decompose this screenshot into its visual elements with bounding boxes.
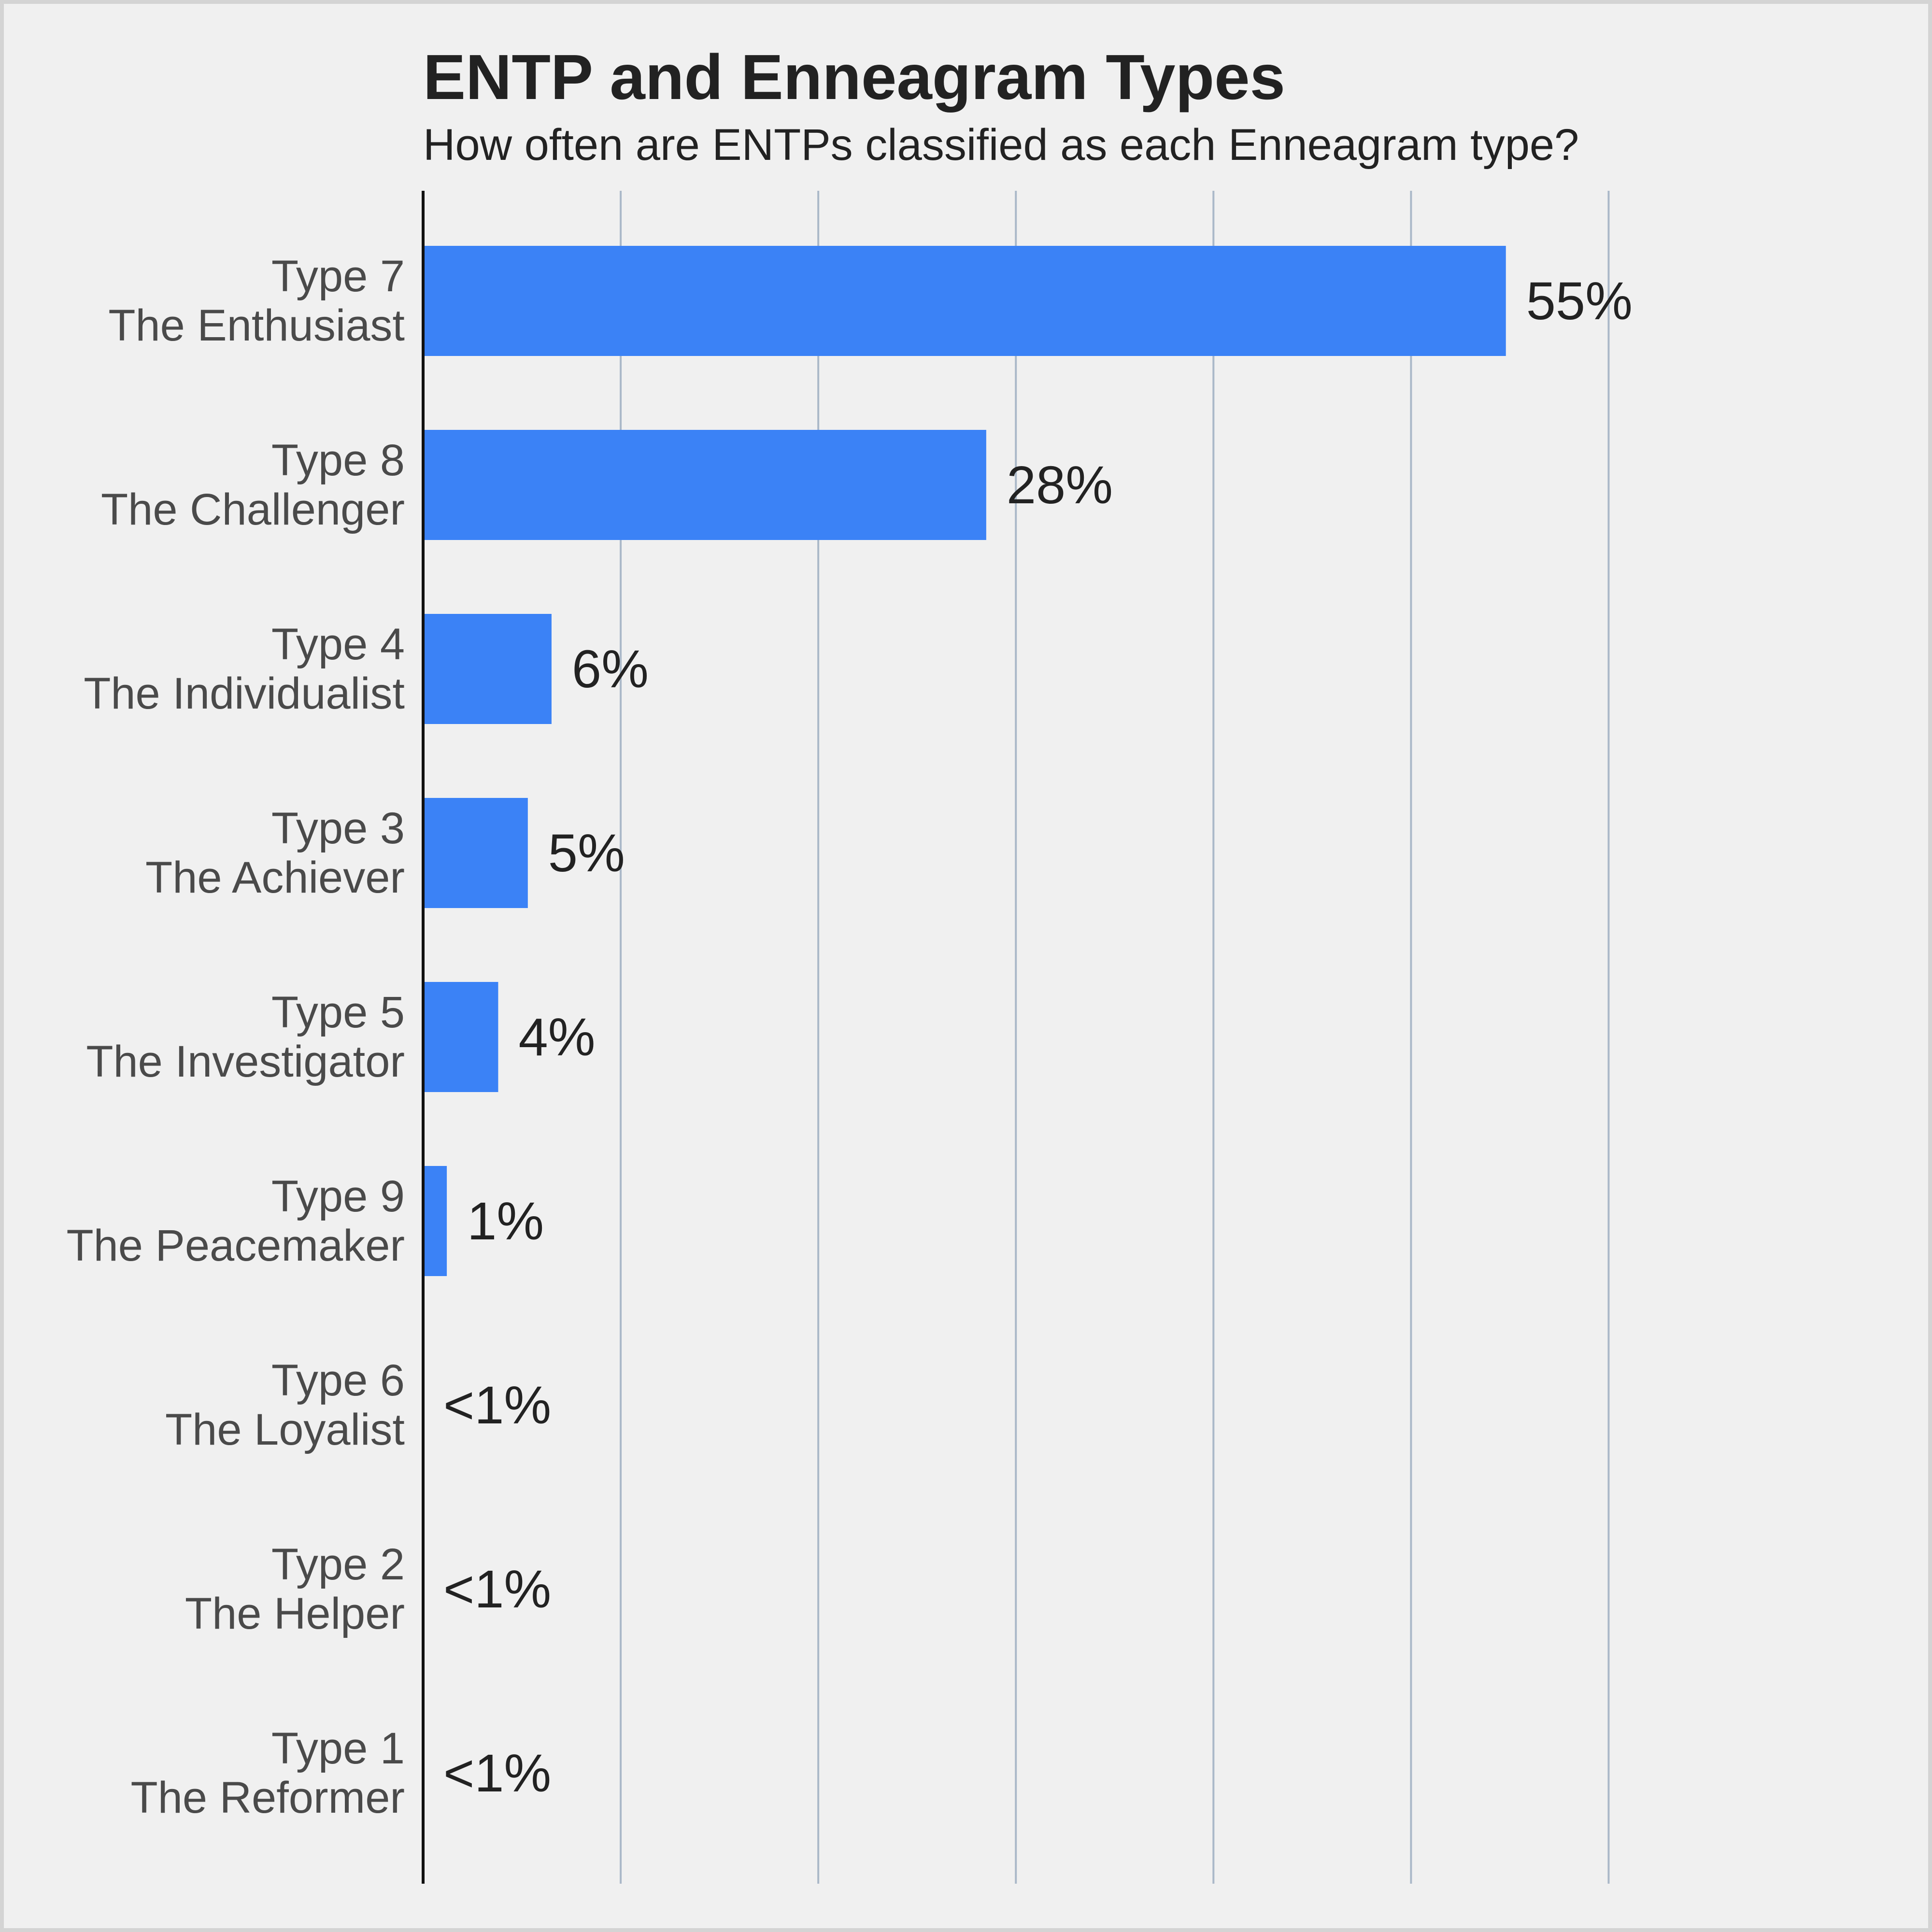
value-label-3: 5% — [548, 824, 625, 883]
value-labels: 55% 28% 6% 5% 4% 1% <1% <1% <1% — [443, 271, 1633, 1803]
bar-0 — [423, 246, 1506, 356]
value-label-0: 55% — [1526, 271, 1633, 331]
category-label-4: Type 5 The Investigator — [86, 988, 405, 1086]
bar-4 — [423, 982, 498, 1092]
category-type: Type 5 — [271, 988, 405, 1037]
category-label-3: Type 3 The Achiever — [145, 804, 405, 902]
category-label-6: Type 6 The Loyalist — [165, 1356, 405, 1454]
category-label-7: Type 2 The Helper — [185, 1540, 405, 1638]
category-name: The Challenger — [101, 485, 405, 534]
bar-1 — [423, 430, 986, 540]
category-name: The Enthusiast — [108, 301, 405, 350]
category-type: Type 3 — [271, 804, 405, 853]
value-label-6: <1% — [443, 1376, 551, 1435]
category-label-1: Type 8 The Challenger — [101, 436, 405, 534]
category-name: The Achiever — [145, 853, 405, 902]
category-name: The Loyalist — [165, 1405, 405, 1454]
value-label-2: 6% — [572, 639, 649, 699]
value-label-8: <1% — [443, 1744, 551, 1803]
bars — [423, 246, 1506, 1276]
category-type: Type 8 — [271, 436, 405, 485]
category-type: Type 4 — [271, 620, 405, 669]
bar-3 — [423, 798, 528, 908]
value-label-5: 1% — [467, 1192, 544, 1251]
category-type: Type 6 — [271, 1356, 405, 1405]
category-name: The Reformer — [131, 1773, 405, 1822]
category-type: Type 7 — [271, 252, 405, 301]
chart-title: ENTP and Enneagram Types — [423, 42, 1285, 113]
category-label-8: Type 1 The Reformer — [131, 1724, 405, 1822]
bar-5 — [423, 1166, 447, 1276]
category-name: The Individualist — [84, 669, 405, 718]
category-type: Type 9 — [271, 1172, 405, 1221]
gridlines — [620, 191, 1610, 1884]
value-label-7: <1% — [443, 1560, 551, 1619]
category-name: The Investigator — [86, 1037, 405, 1086]
category-label-0: Type 7 The Enthusiast — [108, 252, 405, 350]
category-type: Type 1 — [271, 1724, 405, 1773]
chart-subtitle: How often are ENTPs classified as each E… — [423, 120, 1579, 170]
category-name: The Helper — [185, 1589, 405, 1638]
value-label-1: 28% — [1007, 455, 1113, 515]
category-type: Type 2 — [271, 1540, 405, 1589]
category-label-5: Type 9 The Peacemaker — [66, 1172, 405, 1270]
category-labels: Type 7 The Enthusiast Type 8 The Challenger… — [66, 252, 405, 1822]
category-name: The Peacemaker — [66, 1221, 405, 1270]
bar-2 — [423, 614, 552, 724]
category-label-2: Type 4 The Individualist — [84, 620, 405, 718]
value-label-4: 4% — [518, 1008, 595, 1067]
